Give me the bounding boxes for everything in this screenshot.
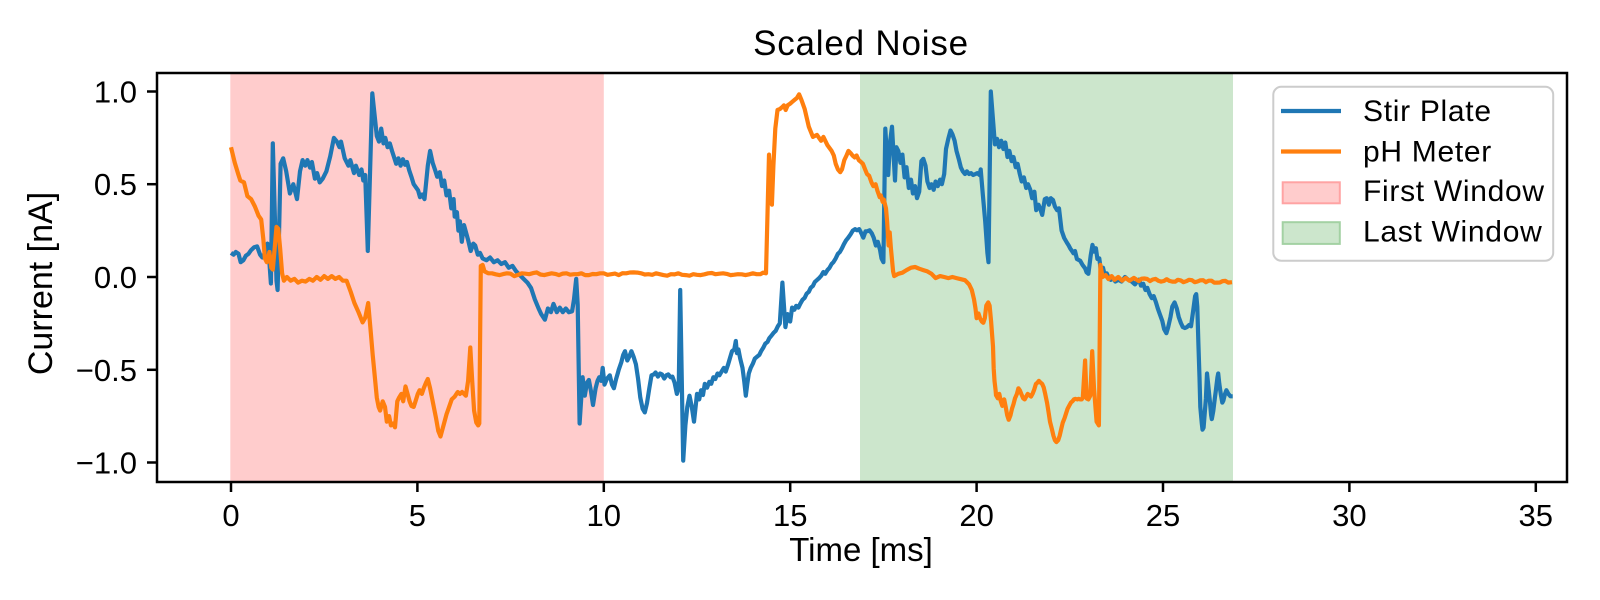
svg-text:Stir Plate: Stir Plate [1363, 95, 1492, 128]
svg-text:First Window: First Window [1363, 175, 1545, 208]
svg-text:Current [nA]: Current [nA] [22, 192, 60, 375]
svg-text:25: 25 [1146, 498, 1180, 533]
svg-text:0: 0 [222, 498, 239, 533]
svg-text:15: 15 [773, 498, 807, 533]
svg-text:−1.0: −1.0 [76, 446, 137, 481]
svg-text:0.5: 0.5 [94, 167, 137, 202]
svg-text:pH Meter: pH Meter [1363, 136, 1492, 169]
svg-text:Scaled Noise: Scaled Noise [753, 24, 969, 63]
svg-text:5: 5 [409, 498, 426, 533]
svg-text:Time [ms]: Time [ms] [789, 531, 933, 568]
svg-text:Last Window: Last Window [1363, 216, 1542, 249]
svg-text:−0.5: −0.5 [76, 353, 137, 388]
svg-text:35: 35 [1519, 498, 1553, 533]
svg-text:30: 30 [1332, 498, 1366, 533]
svg-text:0.0: 0.0 [94, 260, 137, 295]
svg-text:1.0: 1.0 [94, 75, 137, 110]
svg-text:10: 10 [587, 498, 621, 533]
svg-text:20: 20 [959, 498, 993, 533]
